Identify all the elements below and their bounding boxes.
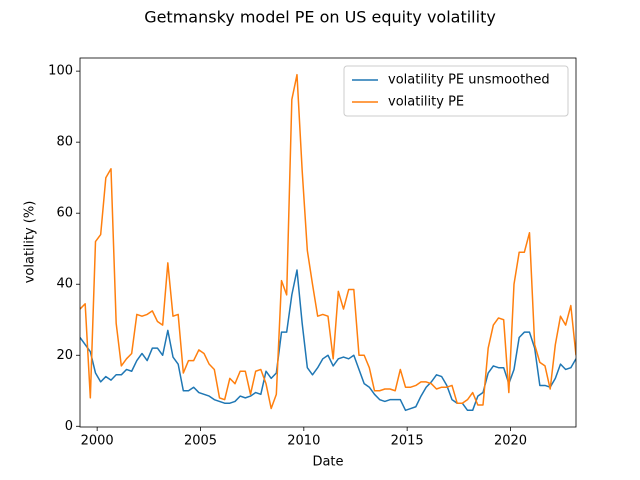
x-tick-label: 2020: [494, 434, 527, 449]
y-tick-label: 0: [65, 419, 73, 434]
x-axis-label: Date: [312, 455, 343, 470]
series-line: [80, 269, 576, 412]
series-line: [80, 73, 576, 410]
y-axis-label: volatility (%): [23, 201, 38, 284]
y-tick-label: 60: [56, 206, 73, 221]
y-tick-label: 80: [56, 135, 73, 150]
y-tick-label: 100: [48, 64, 73, 79]
plot-area: [80, 73, 576, 412]
legend-label: volatility PE unsmoothed: [388, 73, 550, 88]
x-tick-label: 2005: [184, 434, 217, 449]
y-tick-label: 20: [56, 348, 73, 363]
legend-label: volatility PE: [388, 95, 464, 110]
axes-frame: [79, 57, 577, 428]
chart-title: Getmansky model PE on US equity volatili…: [144, 8, 496, 27]
y-tick-label: 40: [56, 277, 73, 292]
x-tick-label: 2010: [287, 434, 320, 449]
x-tick-label: 2015: [391, 434, 424, 449]
legend-box: [343, 65, 569, 117]
x-tick-label: 2000: [81, 434, 114, 449]
